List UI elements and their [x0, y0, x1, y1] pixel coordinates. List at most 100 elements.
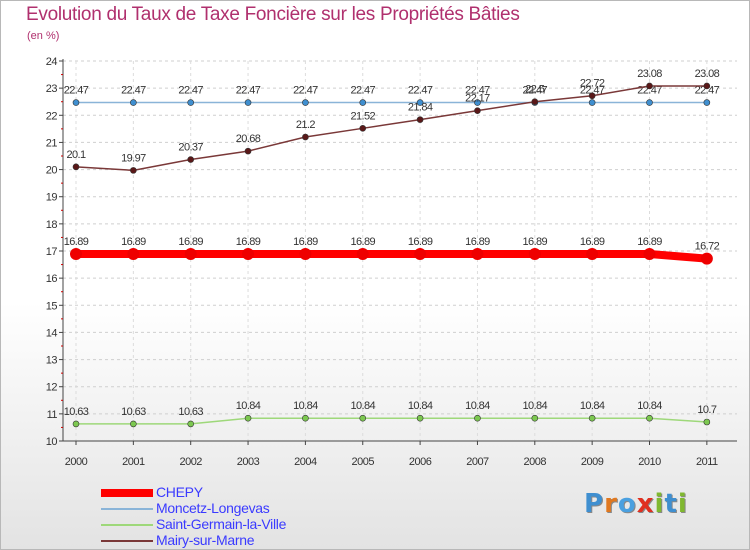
- data-point: [643, 247, 656, 260]
- data-label: 19.97: [121, 152, 146, 164]
- data-label: 21.2: [296, 119, 315, 131]
- y-tick-label: 12: [46, 382, 58, 394]
- chart-subtitle: (en %): [27, 30, 60, 42]
- data-point: [299, 247, 312, 260]
- data-point: [130, 420, 137, 428]
- legend-label: Moncetz-Longevas: [156, 500, 270, 516]
- data-label: 16.89: [637, 236, 662, 248]
- data-label: 22.5: [525, 84, 544, 96]
- y-tick-label: 15: [46, 300, 58, 312]
- data-point: [531, 98, 539, 106]
- data-label: 16.89: [580, 236, 605, 248]
- data-point: [187, 420, 194, 428]
- y-tick-label: 18: [46, 219, 58, 231]
- y-tick-label: 21: [46, 137, 58, 149]
- logo-letter: o: [617, 489, 637, 519]
- data-point: [72, 99, 80, 106]
- data-point: [700, 252, 713, 265]
- data-label: 21.84: [408, 102, 433, 114]
- x-tick-label: 2001: [122, 456, 145, 468]
- data-label: 10.63: [64, 406, 89, 418]
- data-label: 16.89: [236, 236, 261, 248]
- data-point: [72, 420, 80, 428]
- data-point: [586, 247, 599, 260]
- x-tick-label: 2003: [237, 456, 260, 468]
- data-label: 22.47: [64, 85, 89, 97]
- data-point: [474, 414, 481, 422]
- x-tick-label: 2004: [294, 456, 317, 468]
- data-label: 10.7: [697, 404, 716, 416]
- data-point: [242, 247, 255, 260]
- legend-swatch: [101, 508, 153, 510]
- data-label: 21.52: [350, 110, 375, 122]
- data-label: 16.72: [695, 241, 720, 253]
- data-point: [302, 99, 309, 106]
- data-label: 22.17: [465, 93, 490, 105]
- y-tick-label: 13: [46, 355, 58, 367]
- data-label: 22.47: [350, 85, 375, 97]
- data-point: [359, 414, 367, 422]
- x-tick-label: 2010: [638, 456, 661, 468]
- data-point: [474, 107, 481, 114]
- data-point: [416, 99, 424, 106]
- data-label: 16.89: [178, 236, 203, 248]
- y-tick-label: 19: [46, 192, 58, 204]
- data-label: 10.63: [178, 406, 203, 418]
- y-tick-label: 10: [46, 436, 58, 448]
- series-line: [76, 249, 708, 263]
- data-point: [187, 156, 194, 163]
- proxiti-logo: Proxiti: [584, 489, 688, 519]
- data-point: [414, 247, 427, 260]
- data-label: 10.84: [293, 400, 318, 412]
- legend-label: Saint-Germain-la-Ville: [156, 516, 287, 532]
- data-label: 10.84: [408, 400, 433, 412]
- series-line: [75, 85, 707, 172]
- data-point: [416, 116, 424, 123]
- data-label: 10.84: [523, 400, 548, 412]
- data-point: [416, 414, 424, 422]
- y-tick-label: 20: [46, 165, 58, 177]
- y-tick-label: 23: [46, 83, 58, 95]
- data-point: [646, 82, 653, 90]
- logo-letter: i: [677, 489, 688, 519]
- legend-label: Mairy-sur-Marne: [156, 532, 255, 548]
- logo-letter: r: [604, 489, 618, 519]
- data-point: [703, 418, 711, 426]
- x-tick-label: 2006: [409, 456, 432, 468]
- data-point: [187, 99, 194, 106]
- data-label: 16.89: [64, 236, 89, 248]
- data-point: [531, 414, 539, 422]
- data-point: [302, 414, 309, 422]
- x-tick-label: 2005: [352, 456, 375, 468]
- data-point: [471, 247, 484, 260]
- data-point: [72, 163, 80, 171]
- data-point: [244, 99, 252, 106]
- data-point: [646, 99, 653, 106]
- data-point: [703, 82, 711, 90]
- legend-swatch: [101, 489, 153, 497]
- y-tick-label: 22: [46, 110, 58, 122]
- data-label: 20.1: [66, 149, 85, 161]
- data-label: 10.84: [465, 400, 490, 412]
- y-tick-label: 24: [46, 56, 58, 68]
- data-label: 22.47: [695, 85, 720, 97]
- data-label: 23.08: [637, 68, 662, 80]
- x-tick-label: 2009: [581, 456, 604, 468]
- data-label: 10.63: [121, 406, 146, 418]
- data-point: [359, 99, 367, 106]
- data-label: 22.47: [523, 85, 548, 97]
- data-label: 10.84: [637, 400, 662, 412]
- data-point: [302, 133, 309, 141]
- series-line: [76, 417, 707, 425]
- data-point: [588, 414, 596, 422]
- data-label: 22.47: [580, 85, 605, 97]
- data-label: 16.89: [523, 236, 548, 248]
- data-point: [244, 414, 252, 422]
- data-label: 22.47: [293, 85, 318, 97]
- data-label: 16.89: [350, 236, 375, 248]
- data-point: [127, 247, 140, 260]
- x-tick-label: 2008: [524, 456, 547, 468]
- x-tick-label: 2011: [696, 456, 718, 468]
- data-point: [359, 125, 367, 132]
